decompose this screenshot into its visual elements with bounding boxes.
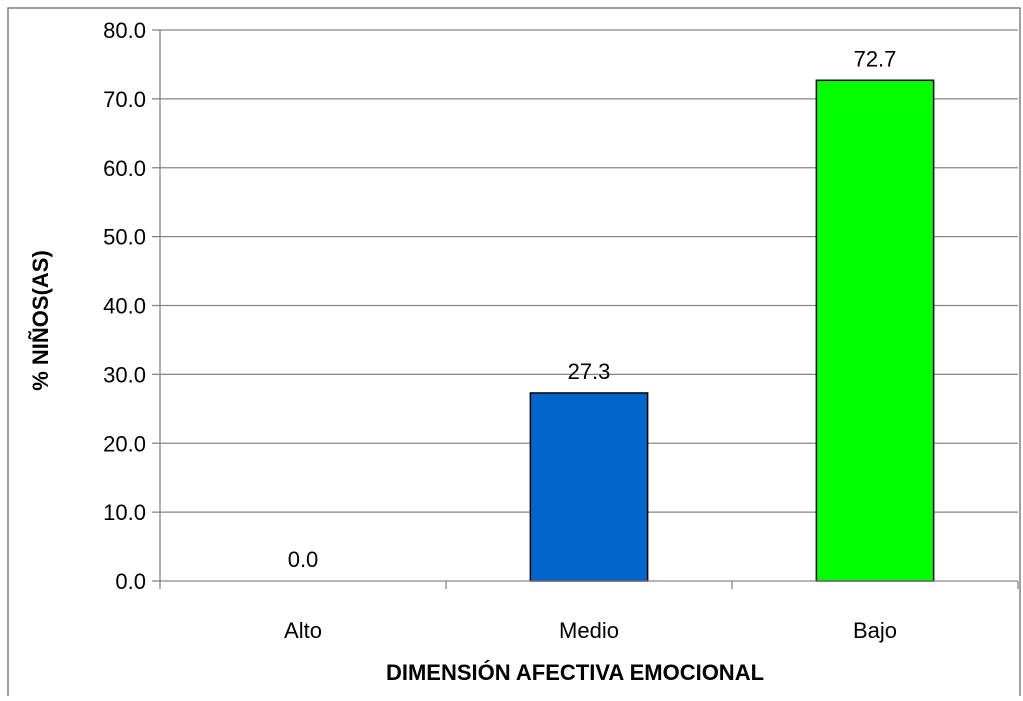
y-axis-title: % NIÑOS(AS) (28, 250, 53, 391)
data-label: 27.3 (568, 359, 611, 384)
y-tick-label: 80.0 (103, 18, 146, 43)
x-axis-title: DIMENSIÓN AFECTIVA EMOCIONAL (386, 660, 764, 685)
x-category-label: Bajo (853, 618, 897, 643)
y-tick-label: 60.0 (103, 156, 146, 181)
y-tick-label: 50.0 (103, 225, 146, 250)
y-tick-label: 40.0 (103, 294, 146, 319)
x-category-labels: Alto Medio Bajo (284, 618, 897, 643)
bar-medio (529, 392, 649, 582)
bar-bajo (815, 79, 935, 582)
data-label: 0.0 (288, 547, 319, 572)
x-category-label: Medio (559, 618, 619, 643)
y-tick-label: 0.0 (115, 569, 146, 594)
y-tick-label: 70.0 (103, 87, 146, 112)
data-label: 72.7 (854, 46, 897, 71)
axes (152, 29, 1019, 589)
x-category-label: Alto (284, 618, 322, 643)
y-tick-label: 20.0 (103, 431, 146, 456)
y-tick-labels: 0.0 10.0 20.0 30.0 40.0 50.0 60.0 70.0 80.0 (103, 18, 146, 594)
y-tick-label: 10.0 (103, 500, 146, 525)
y-tick-label: 30.0 (103, 362, 146, 387)
bars (529, 79, 935, 582)
data-labels: 0.0 27.3 72.7 (288, 46, 897, 572)
